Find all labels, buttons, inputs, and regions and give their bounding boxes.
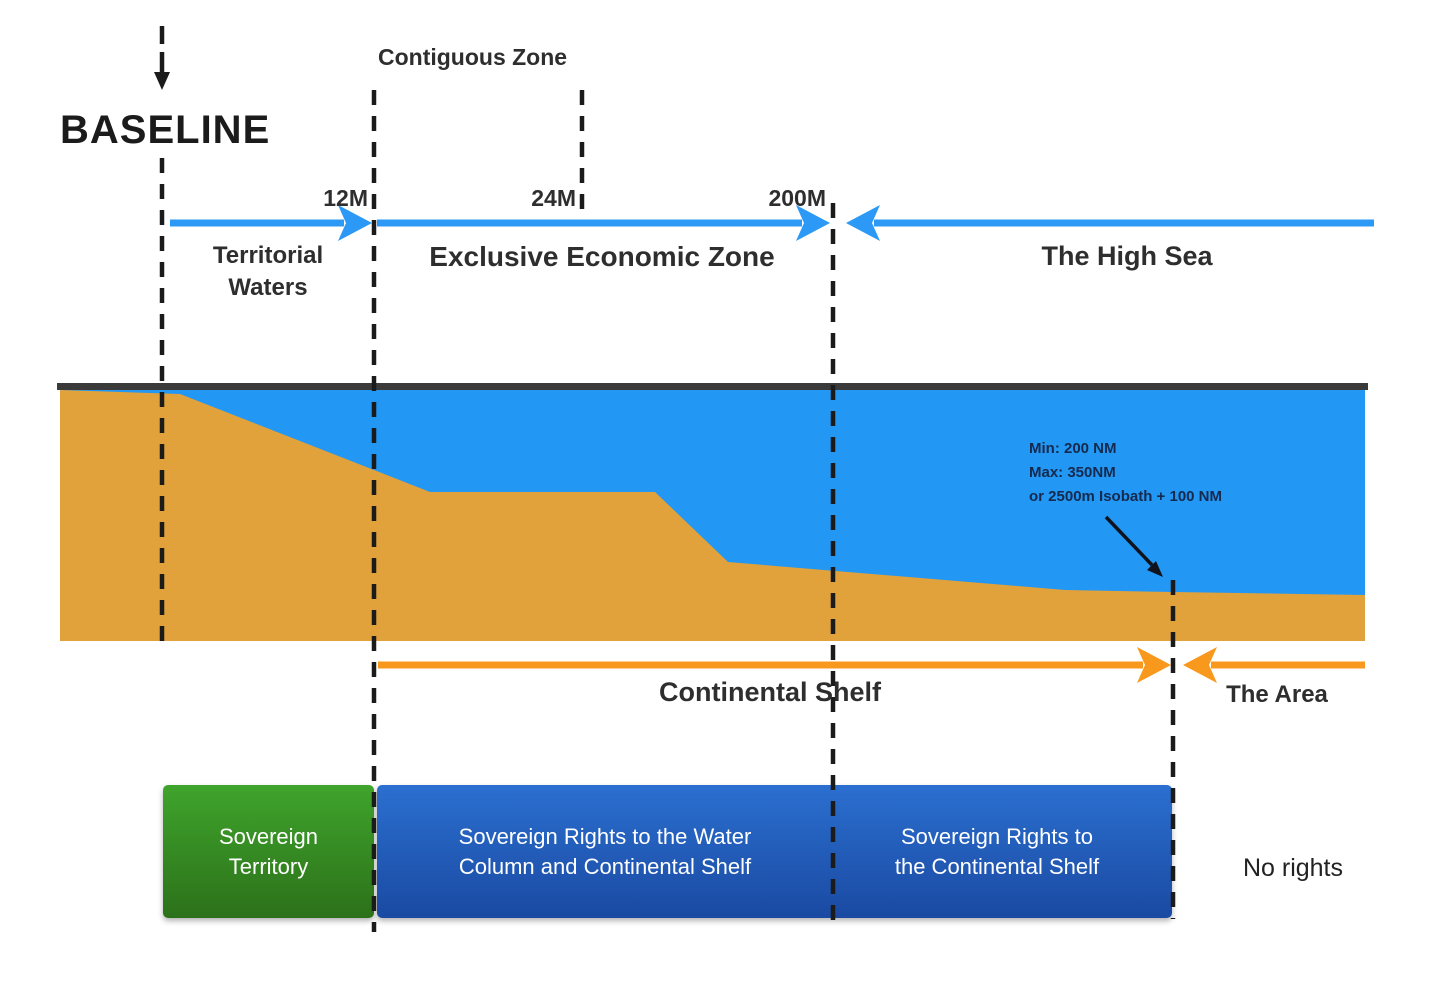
sovereign-territory-bar: Sovereign Territory: [163, 785, 374, 918]
baseline-pointer-arrow: [154, 26, 170, 90]
land-cross-section: [60, 390, 1365, 641]
exclusive-economic-zone-label: Exclusive Economic Zone: [429, 241, 775, 272]
no-rights-label: No rights: [1242, 854, 1344, 882]
marker-200m: 200M: [768, 185, 826, 211]
marker-24m: 24M: [531, 185, 576, 211]
territorial-waters-label: Territorial Waters: [212, 242, 324, 301]
water-column-rights-label: Sovereign Rights to the Water Column and…: [458, 823, 752, 879]
marker-12m: 12M: [323, 185, 368, 211]
the-area-arrow: [1183, 647, 1365, 683]
high-sea-arrow: [846, 205, 1374, 241]
contiguous-zone-label: Contiguous Zone: [378, 44, 568, 70]
sovereign-territory-label: Sovereign Territory: [218, 823, 319, 879]
isobath-annotation-arrow: [1104, 515, 1163, 577]
baseline-label: BASELINE: [60, 108, 271, 152]
sovereign-rights-bar: Sovereign Rights to the Water Column and…: [377, 785, 1172, 918]
continental-shelf-rights-label: Sovereign Rights to the Continental Shel…: [894, 823, 1100, 879]
continental-shelf-label: Continental Shelf: [659, 677, 881, 707]
sea-water: [60, 387, 1365, 640]
the-area-label: The Area: [1226, 681, 1328, 708]
sea-surface-line: [57, 383, 1368, 390]
high-sea-label: The High Sea: [1041, 241, 1213, 271]
isobath-annotation-text: Min: 200 NM Max: 350NM or 2500m Isobath …: [1029, 440, 1222, 505]
